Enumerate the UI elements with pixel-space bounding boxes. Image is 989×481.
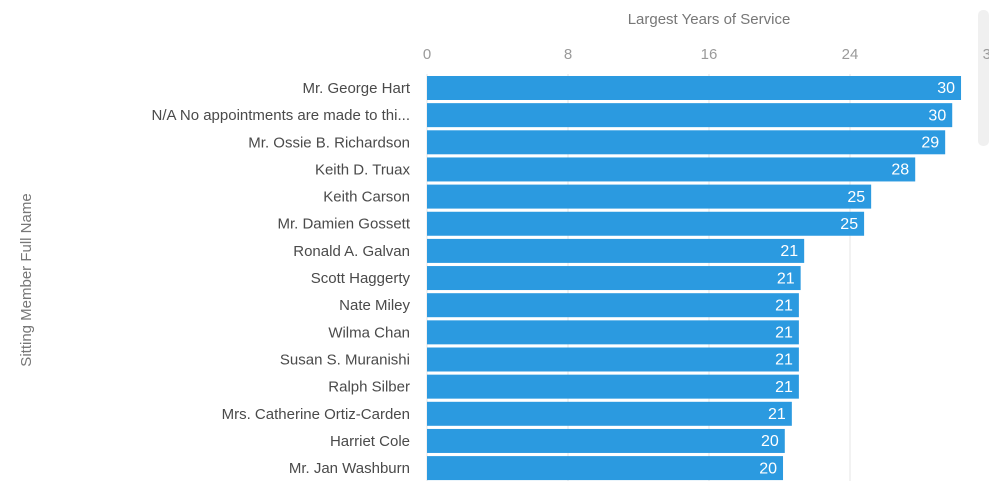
y-tick-label: Susan S. Muranishi [280,351,410,368]
bar [427,374,799,399]
y-tick-label: Scott Haggerty [311,270,411,287]
y-tick-label: Ronald A. Galvan [293,243,410,260]
y-tick-label: Keith D. Truax [315,161,411,178]
value-label: 25 [840,216,858,233]
value-label: 21 [777,270,795,287]
y-tick-label: Ralph Silber [328,379,410,396]
bar [427,211,865,236]
value-label: 30 [937,80,955,97]
value-label: 25 [847,189,865,206]
value-label: 21 [775,379,793,396]
x-tick-label: 8 [564,46,572,63]
y-tick-label: Harriet Cole [330,433,410,450]
value-label: 21 [775,352,793,369]
x-tick-label: 24 [842,46,859,63]
bar [427,184,872,209]
y-tick-label: Mr. Damien Gossett [277,216,410,233]
y-tick-label: Mr. Ossie B. Richardson [248,134,410,151]
bar [427,401,792,426]
value-label: 28 [891,162,909,179]
scrollbar[interactable] [978,10,989,146]
value-label: 21 [780,243,798,260]
x-tick-label: 0 [423,46,431,63]
bar [427,266,801,291]
x-axis-title: Largest Years of Service [628,11,791,28]
bar [427,238,805,263]
value-label: 20 [759,460,777,477]
bar [427,347,799,372]
y-tick-label: Mrs. Catherine Ortiz-Carden [222,406,410,423]
value-label: 29 [921,135,939,152]
value-label: 21 [768,406,786,423]
bar [427,428,785,453]
bar [427,157,916,182]
y-tick-label: Mr. George Hart [302,80,410,97]
bar [427,76,962,100]
bar [427,103,953,128]
bar [427,130,946,155]
value-label: 21 [775,325,793,342]
y-tick-label: Keith Carson [323,189,410,206]
bar [427,293,799,318]
value-label: 21 [775,297,793,314]
y-tick-label: Nate Miley [339,297,410,314]
x-tick-label: 32 [983,46,989,63]
x-tick-label: 16 [701,46,718,63]
y-tick-label: N/A No appointments are made to thi... [152,107,410,124]
y-tick-label: Wilma Chan [328,324,410,341]
value-label: 20 [761,433,779,450]
y-tick-label: Mr. Jan Washburn [289,460,410,477]
bar [427,320,799,345]
value-label: 30 [928,107,946,124]
y-axis-title: Sitting Member Full Name [18,193,35,366]
bar [427,456,784,481]
